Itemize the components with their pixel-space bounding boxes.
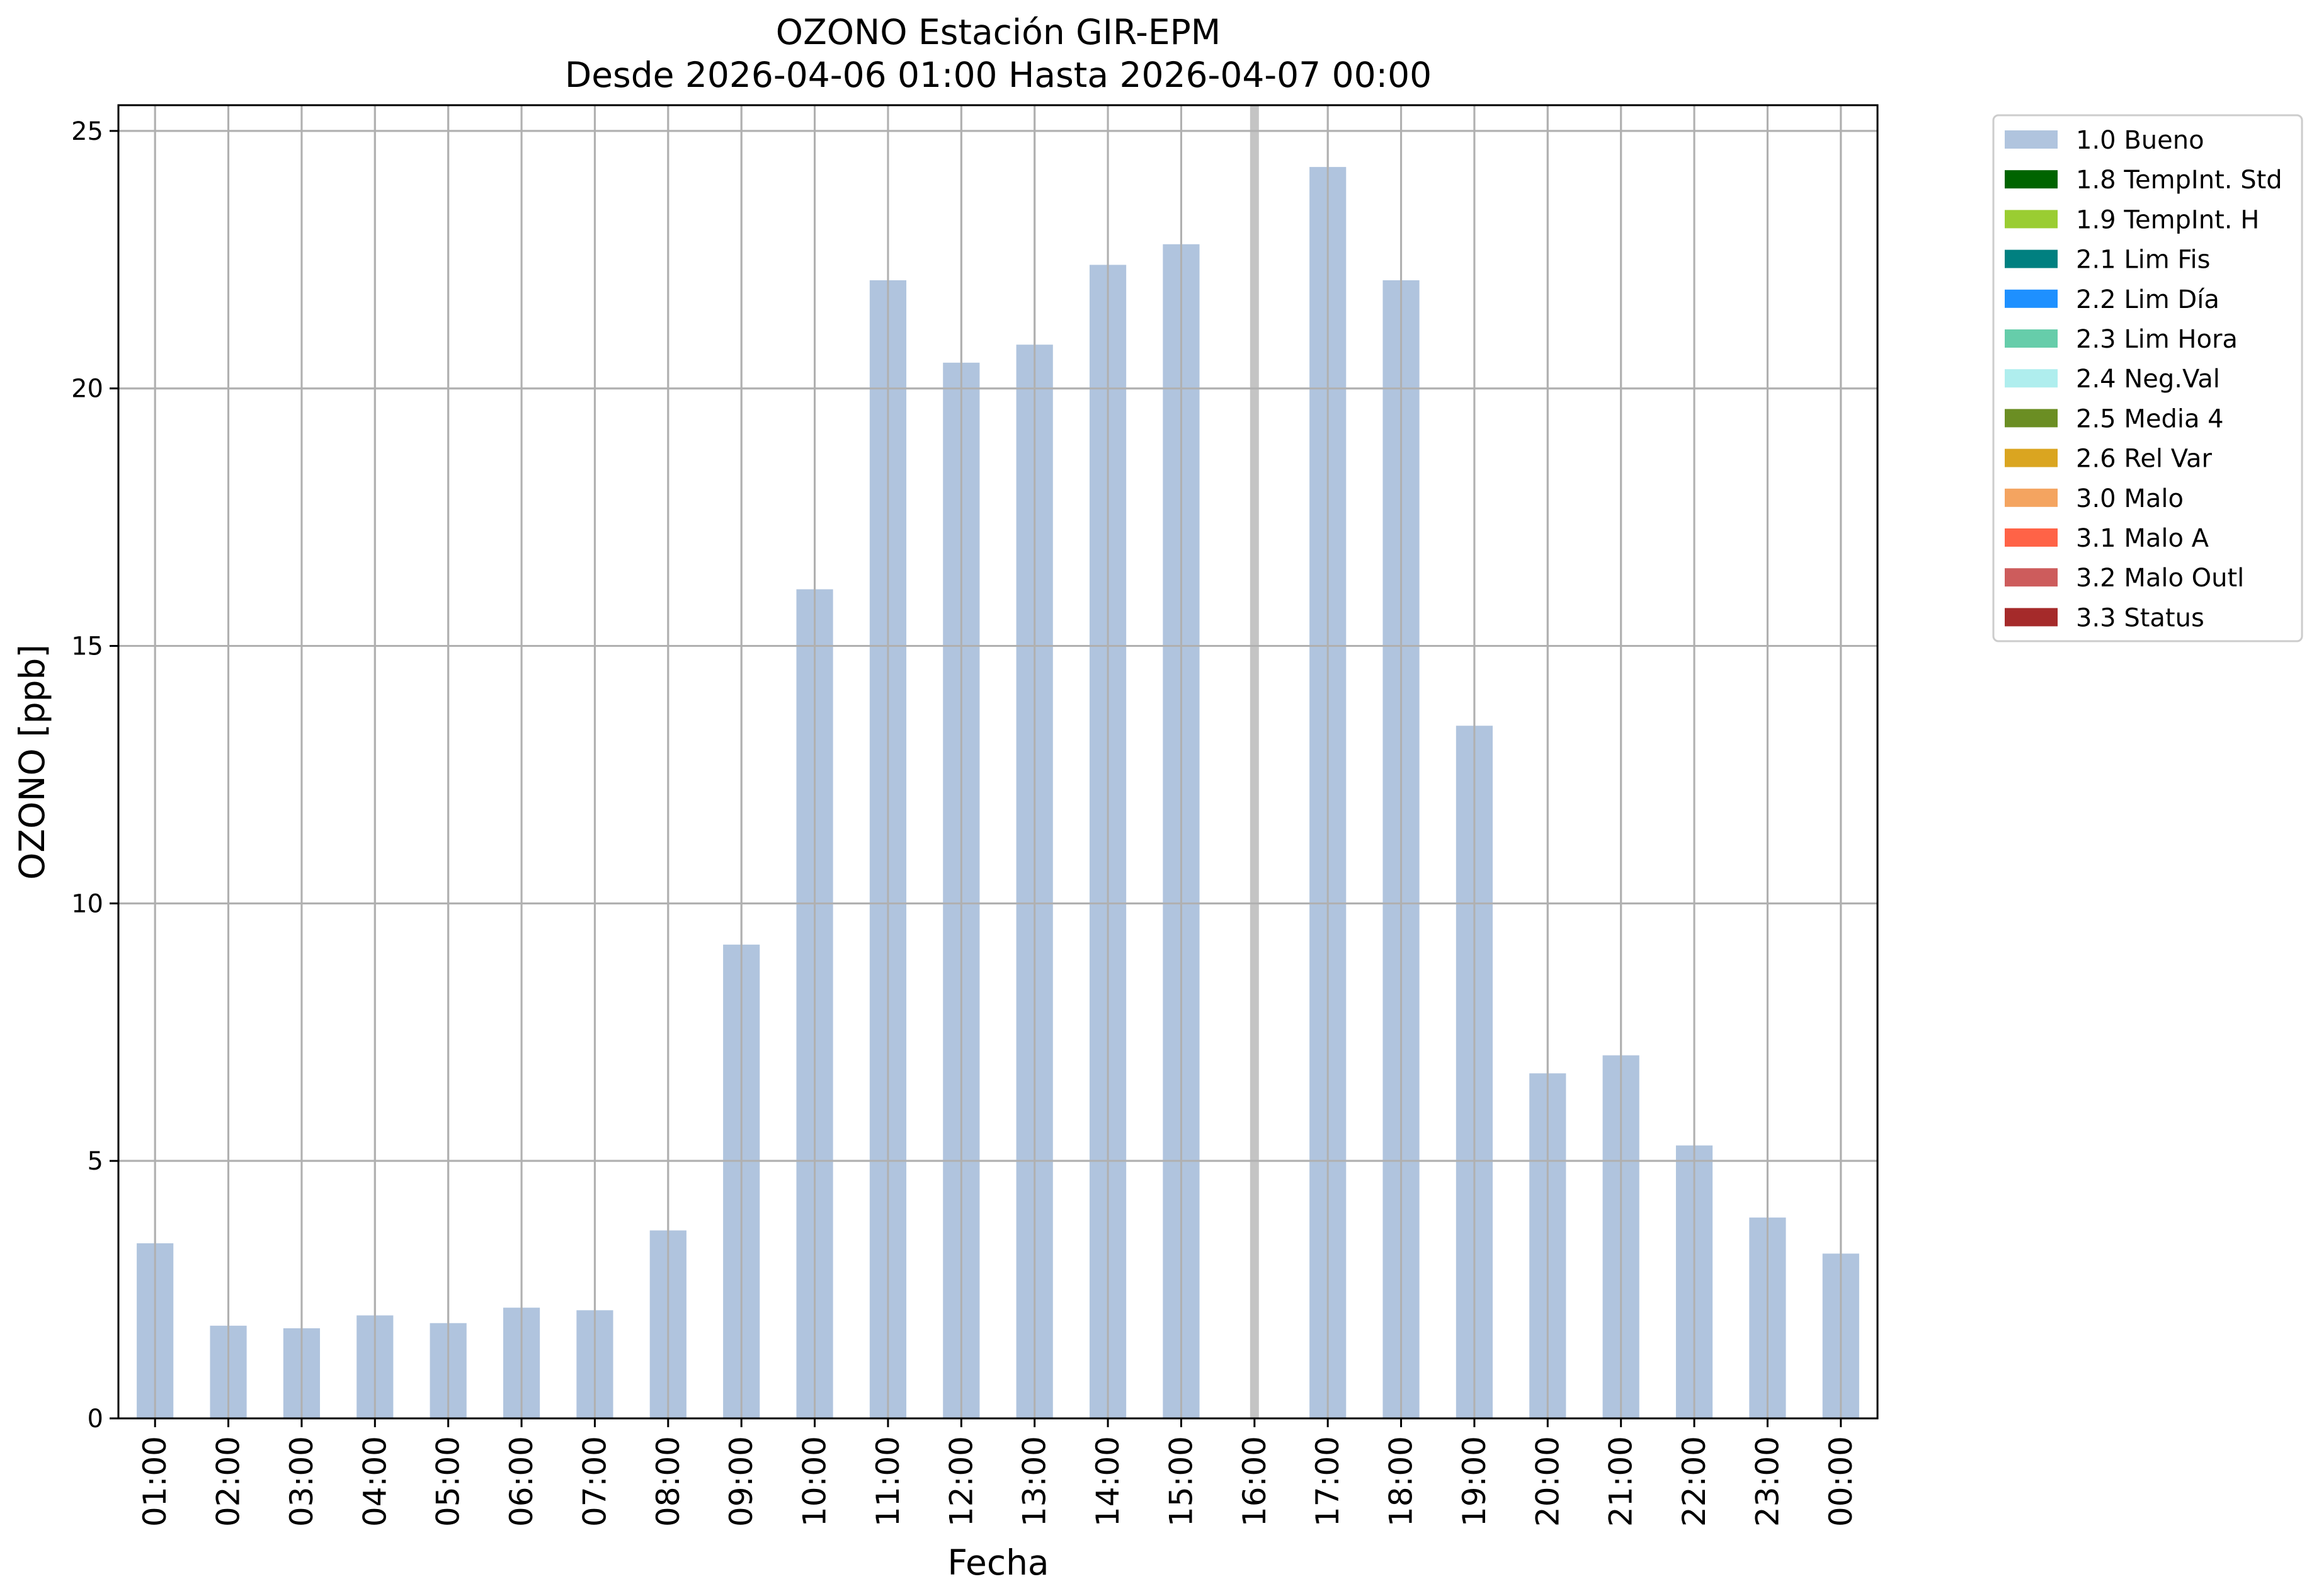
x-axis: 01:00 02:00 03:00 04:00 05:00 06:00 07:00 08:00… xyxy=(137,1418,1859,1527)
x-tick-label: 13:00 xyxy=(1017,1436,1053,1527)
legend-entry-label: 2.3 Lim Hora xyxy=(2076,325,2238,354)
x-tick-label: 07:00 xyxy=(576,1436,613,1527)
x-tick-label: 18:00 xyxy=(1383,1436,1420,1527)
x-tick-label: 11:00 xyxy=(870,1436,906,1527)
legend-swatch xyxy=(2005,170,2058,189)
legend-swatch xyxy=(2005,210,2058,229)
x-tick-label: 23:00 xyxy=(1749,1436,1786,1527)
x-tick-label: 10:00 xyxy=(797,1436,833,1527)
chart-subtitle: Desde 2026-04-06 01:00 Hasta 2026-04-07 … xyxy=(565,55,1432,95)
y-tick-label: 25 xyxy=(71,117,103,146)
legend-swatch xyxy=(2005,249,2058,268)
legend-swatch xyxy=(2005,329,2058,348)
x-tick-label: 12:00 xyxy=(943,1436,979,1527)
legend-entry-label: 2.5 Media 4 xyxy=(2076,404,2224,433)
legend-entry-label: 1.9 TempInt. H xyxy=(2076,205,2259,234)
legend: 1.0 Bueno 1.8 TempInt. Std 1.9 TempInt. H 2… xyxy=(1992,114,2303,642)
x-tick-label: 00:00 xyxy=(1823,1436,1859,1527)
legend-entry-label: 2.6 Rel Var xyxy=(2076,445,2213,474)
x-tick-label: 01:00 xyxy=(137,1436,173,1527)
x-tick-label: 22:00 xyxy=(1676,1436,1712,1527)
chart-title: OZONO Estación GIR-EPM xyxy=(776,12,1221,52)
legend-swatch xyxy=(2005,568,2058,587)
y-axis-label: OZONO [ppb] xyxy=(12,644,52,880)
x-tick-label: 08:00 xyxy=(650,1436,687,1527)
x-tick-label: 04:00 xyxy=(356,1436,393,1527)
legend-entry-label: 3.1 Malo A xyxy=(2076,524,2209,553)
legend-swatch xyxy=(2005,488,2058,507)
legend-swatch xyxy=(2005,409,2058,428)
x-tick-label: 14:00 xyxy=(1090,1436,1126,1527)
y-tick-label: 10 xyxy=(71,889,103,918)
x-tick-label: 20:00 xyxy=(1529,1436,1566,1527)
x-axis-label: Fecha xyxy=(947,1542,1049,1583)
x-tick-label: 16:00 xyxy=(1236,1436,1273,1527)
x-tick-label: 15:00 xyxy=(1163,1436,1199,1527)
y-tick-label: 20 xyxy=(71,375,103,404)
legend-swatch xyxy=(2005,289,2058,308)
x-tick-label: 21:00 xyxy=(1603,1436,1639,1527)
legend-swatch xyxy=(2005,369,2058,388)
plot-frame xyxy=(117,104,1879,1420)
legend-entry-label: 1.0 Bueno xyxy=(2076,126,2204,155)
x-tick-label: 02:00 xyxy=(210,1436,247,1527)
x-tick-label: 05:00 xyxy=(430,1436,467,1527)
legend-swatch xyxy=(2005,528,2058,547)
y-tick-label: 15 xyxy=(71,632,103,661)
y-tick-label: 5 xyxy=(88,1147,103,1176)
x-tick-label: 03:00 xyxy=(283,1436,320,1527)
x-tick-label: 06:00 xyxy=(503,1436,540,1527)
legend-entry-label: 3.2 Malo Outl xyxy=(2076,564,2244,593)
legend-swatch xyxy=(2005,130,2058,149)
legend-entry-label: 2.1 Lim Fis xyxy=(2076,246,2210,275)
legend-entry-label: 2.2 Lim Día xyxy=(2076,285,2219,314)
x-tick-label: 19:00 xyxy=(1456,1436,1493,1527)
legend-entry-label: 1.8 TempInt. Std xyxy=(2076,166,2282,195)
y-axis: 0 5 10 15 20 25 xyxy=(71,117,118,1434)
bars xyxy=(137,167,1859,1419)
legend-entry-label: 3.3 Status xyxy=(2076,603,2204,632)
x-tick-label: 09:00 xyxy=(723,1436,760,1527)
legend-swatch xyxy=(2005,608,2058,627)
y-tick-label: 0 xyxy=(88,1405,103,1434)
legend-entry-label: 3.0 Malo xyxy=(2076,484,2184,513)
x-tick-label: 17:00 xyxy=(1309,1436,1346,1527)
legend-entry-label: 2.4 Neg.Val xyxy=(2076,365,2220,394)
legend-frame xyxy=(1992,114,2303,642)
legend-swatch xyxy=(2005,448,2058,467)
